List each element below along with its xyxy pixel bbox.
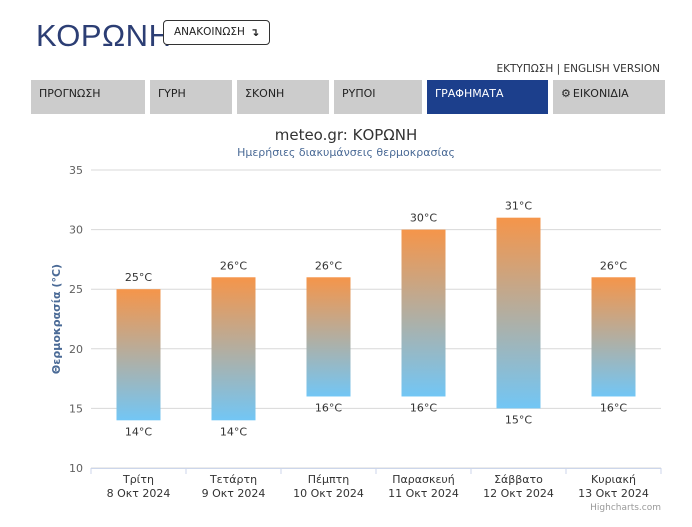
y-tick-label: 30 bbox=[69, 224, 83, 237]
print-link[interactable]: ΕΚΤΥΠΩΣΗ bbox=[496, 63, 554, 75]
link-separator: | bbox=[556, 63, 561, 75]
temperature-bar bbox=[591, 277, 636, 397]
x-tick-date: 12 Οκτ 2024 bbox=[483, 487, 554, 500]
y-tick-label: 15 bbox=[69, 402, 83, 415]
x-tick-day: Πέμπτη bbox=[308, 473, 349, 486]
x-tick-day: Τετάρτη bbox=[209, 473, 257, 486]
y-tick-label: 35 bbox=[69, 164, 83, 177]
y-tick-label: 10 bbox=[69, 462, 83, 475]
min-temp-label: 16°C bbox=[315, 401, 342, 414]
tab-label: ΓΥΡΗ bbox=[158, 87, 186, 100]
min-temp-label: 15°C bbox=[505, 413, 532, 426]
x-tick-day: Παρασκευή bbox=[392, 473, 455, 486]
max-temp-label: 31°C bbox=[505, 200, 532, 213]
temperature-bar bbox=[401, 229, 446, 397]
tab-label: ΓΡΑΦΗΜΑΤΑ bbox=[435, 87, 504, 100]
max-temp-label: 26°C bbox=[315, 259, 342, 272]
max-temp-label: 30°C bbox=[410, 212, 437, 225]
tab-pollutants[interactable]: ΡΥΠΟΙ bbox=[334, 80, 422, 114]
x-tick-day: Σάββατο bbox=[494, 473, 543, 486]
y-tick-label: 20 bbox=[69, 343, 83, 356]
min-temp-label: 16°C bbox=[410, 401, 437, 414]
temperature-bar bbox=[211, 277, 256, 421]
min-temp-label: 14°C bbox=[125, 425, 152, 438]
highcharts-credit[interactable]: Highcharts.com bbox=[590, 503, 661, 513]
tab-label: ΡΥΠΟΙ bbox=[342, 87, 376, 100]
x-tick-date: 11 Οκτ 2024 bbox=[388, 487, 459, 500]
tab-label: ΠΡΟΓΝΩΣΗ bbox=[39, 87, 101, 100]
x-tick-date: 9 Οκτ 2024 bbox=[202, 487, 266, 500]
chart-subtitle: Ημερήσιες διακυμάνσεις θερμοκρασίας bbox=[237, 146, 455, 159]
tab-label: ΣΚΟΝΗ bbox=[245, 87, 285, 100]
chart-title: meteo.gr: ΚΟΡΩΝΗ bbox=[275, 126, 418, 144]
max-temp-label: 25°C bbox=[125, 271, 152, 284]
tab-forecast[interactable]: ΠΡΟΓΝΩΣΗ bbox=[31, 80, 145, 114]
y-tick-label: 25 bbox=[69, 283, 83, 296]
tab-pollen[interactable]: ΓΥΡΗ bbox=[150, 80, 232, 114]
x-tick-day: Τρίτη bbox=[122, 473, 154, 486]
min-temp-label: 14°C bbox=[220, 425, 247, 438]
temperature-bar bbox=[306, 277, 351, 397]
x-tick-date: 13 Οκτ 2024 bbox=[578, 487, 649, 500]
tab-label: ΕΙΚΟΝΙΔΙΑ bbox=[572, 87, 629, 100]
english-version-link[interactable]: ENGLISH VERSION bbox=[563, 63, 660, 75]
arrow-down-icon: ↴ bbox=[249, 26, 260, 39]
tab-dust[interactable]: ΣΚΟΝΗ bbox=[237, 80, 329, 114]
temperature-bar bbox=[496, 217, 541, 409]
x-tick-day: Κυριακή bbox=[591, 473, 636, 486]
tab-icons[interactable]: ⚙ ΕΙΚΟΝΙΔΙΑ bbox=[553, 80, 665, 114]
announcement-label: ΑΝΑΚΟΙΝΩΣΗ bbox=[174, 26, 245, 38]
max-temp-label: 26°C bbox=[600, 259, 627, 272]
tab-charts[interactable]: ΓΡΑΦΗΜΑΤΑ bbox=[427, 80, 548, 114]
temperature-bar bbox=[116, 289, 161, 421]
gear-icon: ⚙ bbox=[561, 87, 571, 100]
y-axis-label: Θερμοκρασία (°C) bbox=[50, 264, 63, 374]
x-tick-date: 8 Οκτ 2024 bbox=[107, 487, 171, 500]
page-title: ΚΟΡΩΝΗ bbox=[36, 18, 172, 53]
top-links: ΕΚΤΥΠΩΣΗ | ENGLISH VERSION bbox=[497, 63, 661, 75]
announcement-button[interactable]: ΑΝΑΚΟΙΝΩΣΗ ↴ bbox=[163, 20, 271, 45]
x-tick-date: 10 Οκτ 2024 bbox=[293, 487, 364, 500]
min-temp-label: 16°C bbox=[600, 401, 627, 414]
max-temp-label: 26°C bbox=[220, 259, 247, 272]
